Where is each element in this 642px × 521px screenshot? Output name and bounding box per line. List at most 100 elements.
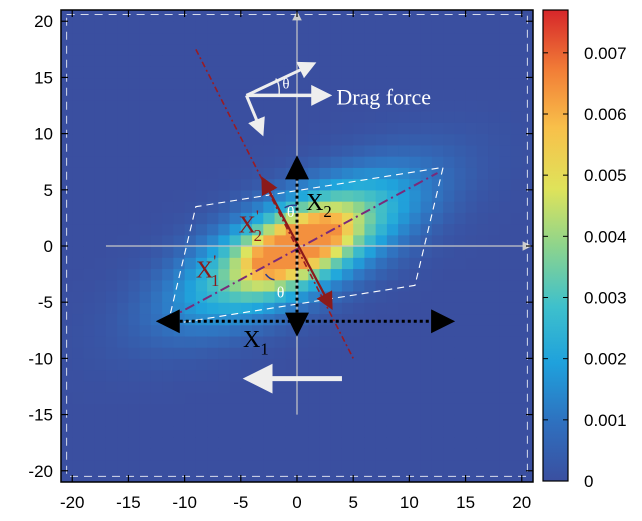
heatmap-cell — [252, 54, 264, 67]
heatmap-cell — [420, 459, 433, 472]
heatmap-cell — [207, 437, 219, 449]
heatmap-cell — [72, 459, 85, 472]
heatmap-cell — [72, 99, 85, 112]
heatmap-cell — [162, 77, 174, 90]
heatmap-cell — [409, 167, 422, 180]
heatmap-cell — [330, 66, 343, 79]
heatmap-cell — [150, 268, 163, 281]
heatmap-cell — [195, 369, 208, 382]
heatmap-cell — [128, 156, 141, 168]
heatmap-cell — [173, 133, 186, 146]
heatmap-cell — [386, 279, 399, 292]
heatmap-cell — [341, 43, 354, 56]
heatmap-cell — [499, 32, 512, 45]
heatmap-cell — [139, 234, 152, 247]
heatmap-cell — [465, 268, 478, 281]
heatmap-cell — [510, 234, 523, 247]
heatmap-cell — [398, 156, 410, 168]
heatmap-cell — [150, 223, 163, 236]
heatmap-cell — [465, 178, 478, 191]
heatmap-cell — [353, 111, 366, 123]
heatmap-cell — [229, 54, 242, 67]
heatmap-cell — [341, 279, 354, 292]
heatmap-cell — [465, 369, 478, 382]
heatmap-cell — [61, 77, 73, 90]
heatmap-cell — [72, 111, 85, 123]
heatmap-cell — [499, 425, 512, 438]
heatmap-cell — [150, 66, 163, 79]
heatmap-cell — [117, 335, 130, 348]
heatmap-cell — [150, 313, 163, 326]
x-tick-label: -10 — [172, 493, 197, 512]
heatmap-cell — [499, 268, 512, 281]
heatmap-cell — [420, 201, 433, 213]
heatmap-cell — [297, 470, 309, 482]
heatmap-cell — [398, 392, 410, 404]
heatmap-cell — [409, 156, 422, 168]
heatmap-cell — [409, 369, 422, 382]
heatmap-cell — [454, 358, 467, 371]
heatmap-cell — [308, 425, 321, 438]
heatmap-cell — [263, 133, 276, 146]
heatmap-cell — [150, 246, 163, 258]
heatmap-cell — [420, 10, 433, 22]
heatmap-cell — [499, 223, 512, 236]
heatmap-cell — [218, 178, 231, 191]
heatmap-cell — [173, 380, 186, 393]
heatmap-cell — [105, 403, 118, 416]
heatmap-cell — [285, 54, 298, 67]
heatmap-cell — [252, 156, 264, 168]
heatmap-cell — [173, 369, 186, 382]
heatmap-cell — [488, 54, 500, 67]
heatmap-cell — [386, 313, 399, 326]
heatmap-cell — [184, 21, 197, 34]
heatmap-cell — [420, 43, 433, 56]
heatmap-cell — [364, 167, 377, 180]
heatmap-cell — [139, 290, 152, 303]
heatmap-cell — [105, 156, 118, 168]
heatmap-cell — [128, 358, 141, 371]
heatmap-cell — [128, 403, 141, 416]
heatmap-cell — [353, 223, 366, 236]
heatmap-cell — [229, 10, 242, 22]
heatmap-cell — [83, 380, 96, 393]
heatmap-cell — [297, 425, 309, 438]
heatmap-cell — [510, 144, 523, 157]
heatmap-cell — [252, 234, 264, 247]
heatmap-cell — [499, 189, 512, 202]
heatmap-cell — [162, 279, 174, 292]
heatmap-cell — [195, 99, 208, 112]
heatmap-cell — [465, 246, 478, 258]
heatmap-cell — [263, 111, 276, 123]
heatmap-cell — [229, 178, 242, 191]
heatmap-cell — [375, 111, 388, 123]
heatmap-cell — [229, 380, 242, 393]
heatmap-cell — [409, 133, 422, 146]
heatmap-cell — [386, 144, 399, 157]
heatmap-cell — [285, 133, 298, 146]
heatmap-cell — [240, 111, 253, 123]
heatmap-cell — [330, 268, 343, 281]
heatmap-cell — [398, 66, 410, 79]
y-tick-label: 10 — [34, 125, 53, 144]
heatmap-cell — [465, 234, 478, 247]
heatmap-cell — [476, 167, 489, 180]
heatmap-cell — [341, 223, 354, 236]
heatmap-cell — [476, 268, 489, 281]
heatmap-cell — [297, 54, 309, 67]
heatmap-cell — [128, 380, 141, 393]
heatmap-cell — [443, 99, 455, 112]
heatmap-cell — [229, 212, 242, 225]
heatmap-cell — [386, 201, 399, 213]
heatmap-cell — [465, 257, 478, 270]
heatmap-cell — [218, 448, 231, 461]
heatmap-cell — [61, 66, 73, 79]
heatmap-cell — [240, 43, 253, 56]
heatmap-cell — [139, 189, 152, 202]
heatmap-cell — [319, 178, 332, 191]
heatmap-cell — [420, 66, 433, 79]
heatmap-cell — [274, 358, 287, 371]
heatmap-cell — [308, 99, 321, 112]
heatmap-cell — [398, 144, 410, 157]
heatmap-cell — [139, 21, 152, 34]
